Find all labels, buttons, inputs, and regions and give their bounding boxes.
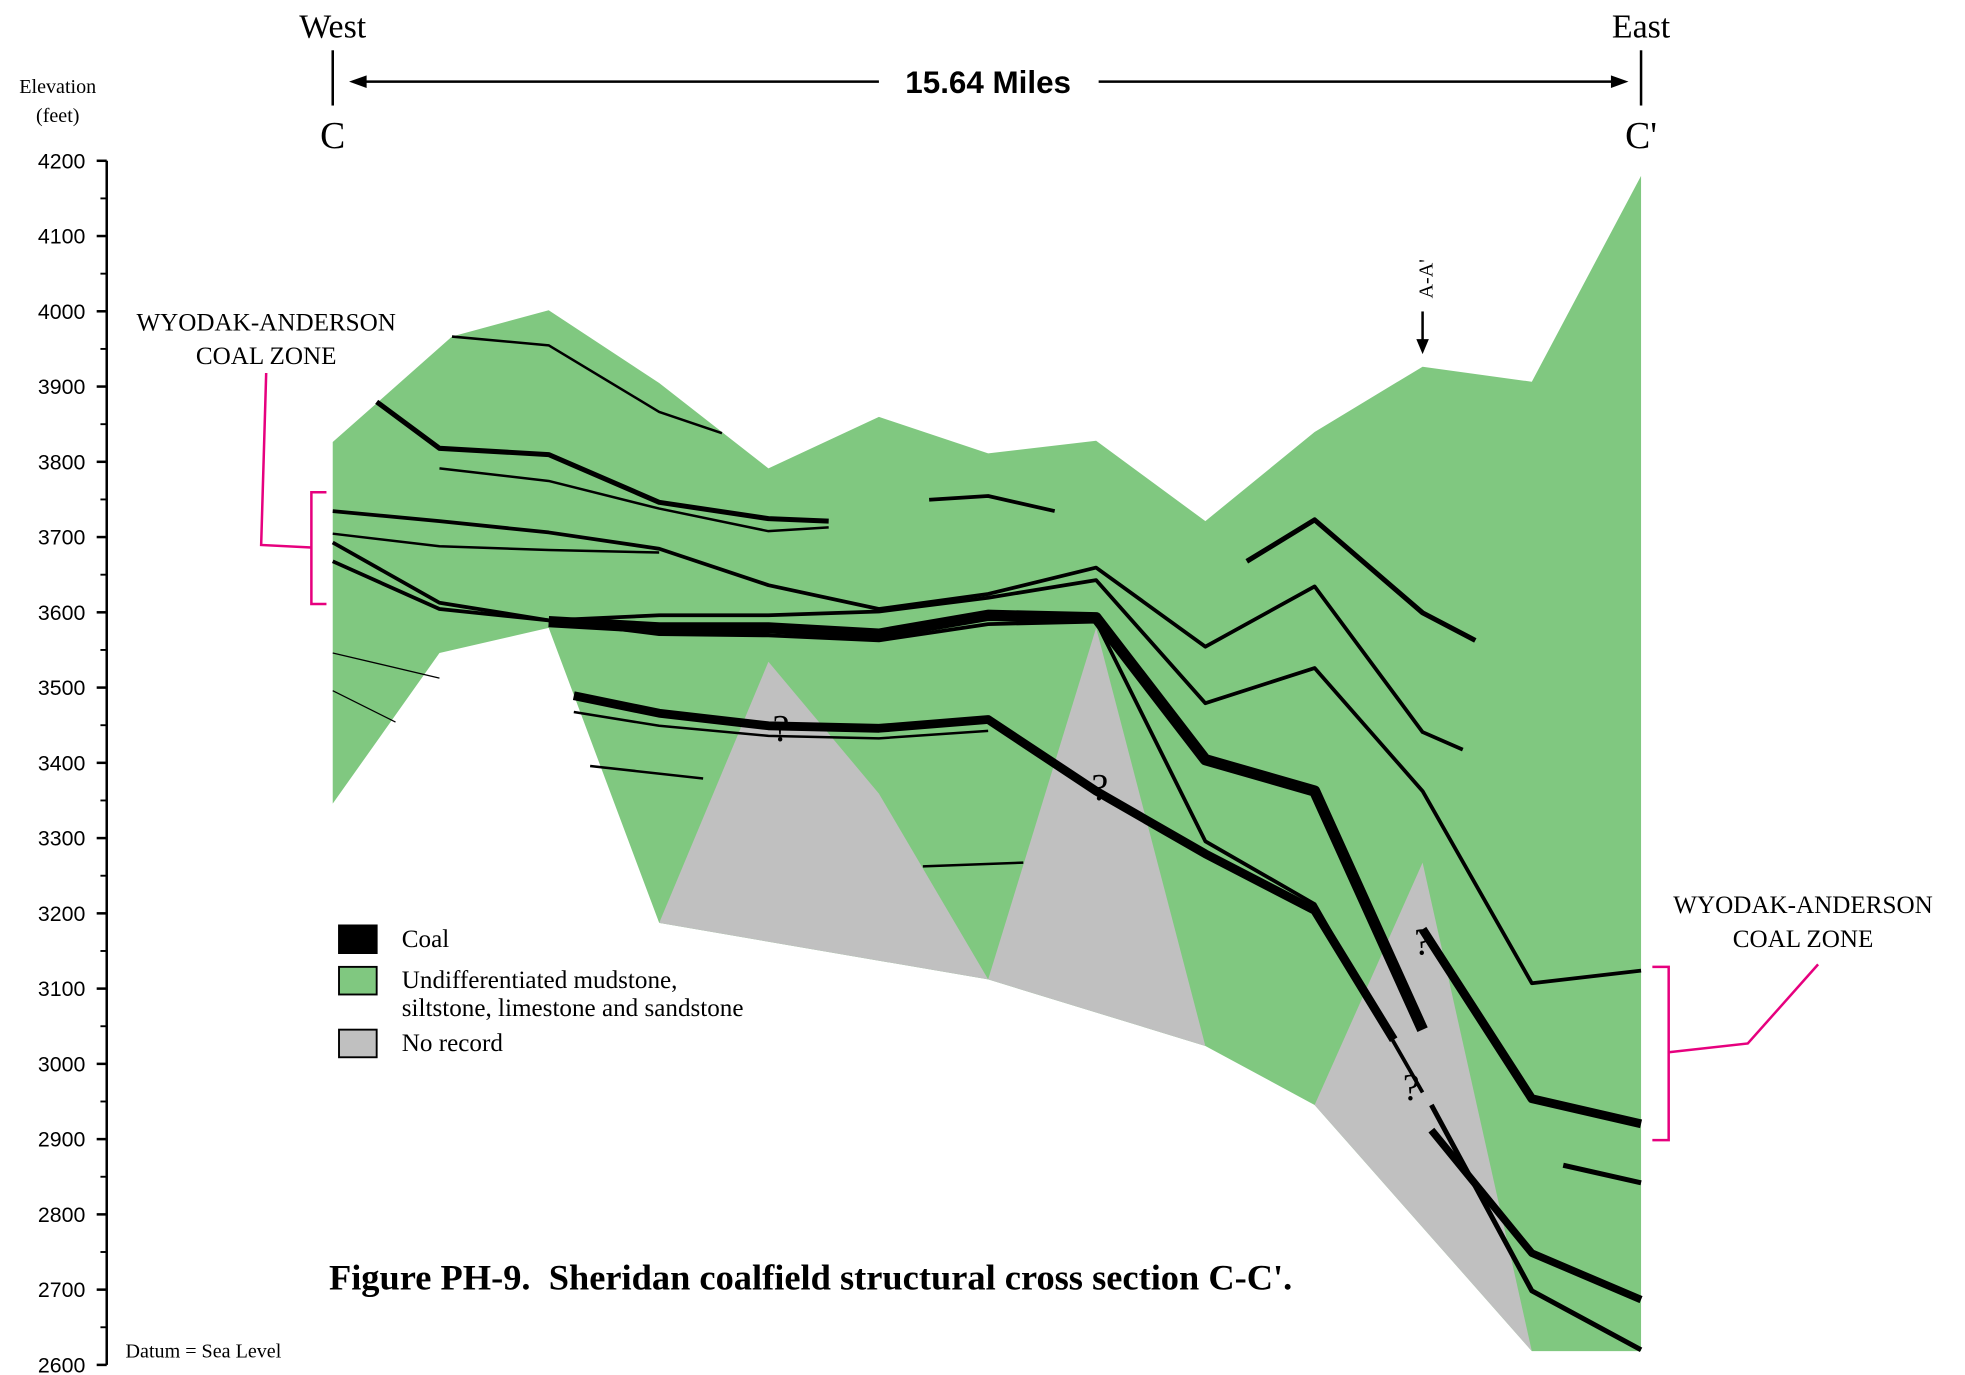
marker-arrowhead [1416,339,1429,354]
tick-label: 3500 [38,676,86,700]
tick-label: 2600 [38,1353,86,1375]
arrowhead [1611,75,1629,88]
zone-label: COAL ZONE [1733,926,1874,953]
legend-swatch [339,925,377,953]
tick-label: 4000 [38,300,86,324]
tick-label: 4100 [38,225,86,249]
legend-label: No record [402,1030,504,1057]
zone-label: COAL ZONE [196,343,337,370]
datum-note: Datum = Sea Level [126,1340,282,1362]
uncertain-mark: ? [1092,767,1109,809]
east-label: East [1612,9,1671,46]
tick-label: 2900 [38,1128,86,1152]
caption: Figure PH-9. Sheridan coalfield structur… [329,1258,1292,1298]
tick-label: 3100 [38,977,86,1001]
west-label: West [299,9,367,46]
legend-label: Coal [402,926,449,953]
tick-label: 4200 [38,149,86,173]
section-end: C' [1625,115,1657,157]
zone-bracket [1652,967,1668,1140]
axis-title: Elevation [19,76,96,98]
legend-swatch [339,1030,377,1058]
legend: Coal Undifferentiated mudstone,siltstone,… [339,925,744,1057]
tick-label: 3400 [38,751,86,775]
zone-bracket [311,492,326,604]
tick-label: 2700 [38,1278,86,1302]
legend-swatch [339,967,377,995]
tick-label: 3300 [38,827,86,851]
tick-label: 3800 [38,450,86,474]
zone-leader [261,373,311,548]
cross-section: West East C C' 15.64 Miles Elevation (fe… [0,0,1965,1375]
arrowhead [349,75,367,88]
zone-label: WYODAK-ANDERSON [136,309,395,336]
zone-leader [1669,964,1818,1052]
distance: 15.64 Miles [905,65,1071,100]
tick-label: 3000 [38,1052,86,1076]
section-end: C [320,115,345,157]
legend-label: Undifferentiated mudstone, [402,967,678,994]
tick-label: 3700 [38,526,86,550]
tick-label: 2800 [38,1203,86,1227]
tick-label: 3200 [38,902,86,926]
section-marker: A-A' [1416,259,1438,298]
legend-label: siltstone, limestone and sandstone [402,995,744,1022]
uncertain-mark: ? [773,708,790,750]
tick-label: 3900 [38,375,86,399]
tick-label: 3600 [38,601,86,625]
uncertain-mark: ? [1414,921,1431,963]
uncertain-mark: ? [1403,1067,1420,1109]
zone-label: WYODAK-ANDERSON [1673,892,1932,919]
axis-unit: (feet) [36,105,79,127]
